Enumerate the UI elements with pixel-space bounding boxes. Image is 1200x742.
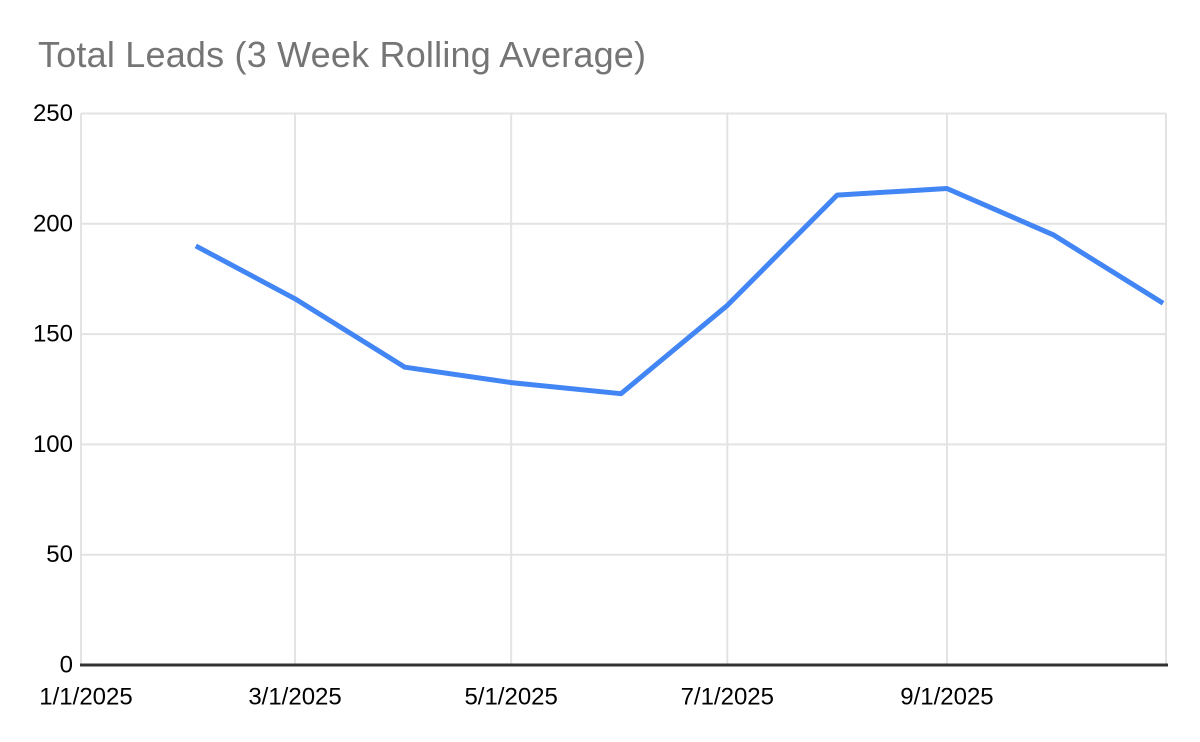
y-axis-tick-label: 250 xyxy=(33,100,73,127)
x-axis-tick-label: 5/1/2025 xyxy=(464,684,557,711)
y-axis-tick-label: 200 xyxy=(33,210,73,237)
y-axis-tick-label: 50 xyxy=(46,541,73,568)
x-axis-tick-label: 3/1/2025 xyxy=(248,684,341,711)
chart-title: Total Leads (3 Week Rolling Average) xyxy=(38,34,647,75)
y-axis-tick-label: 100 xyxy=(33,431,73,458)
x-axis-tick-label: 9/1/2025 xyxy=(900,684,993,711)
total-leads-series-line xyxy=(194,186,1165,397)
x-axis-tick-label: 1/1/2025 xyxy=(39,684,132,711)
y-axis-tick-label: 0 xyxy=(60,652,73,679)
y-axis-tick-label: 150 xyxy=(33,321,73,348)
x-axis-tick-label: 7/1/2025 xyxy=(681,684,774,711)
